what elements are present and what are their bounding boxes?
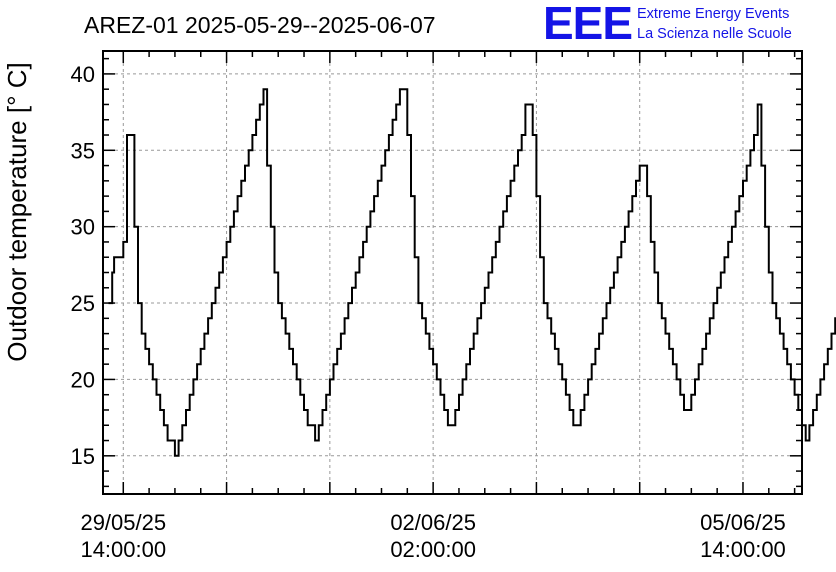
grid <box>103 51 802 494</box>
y-axis-label: Outdoor temperature [° C] <box>2 62 32 361</box>
x-tick-time-label: 02:00:00 <box>390 537 476 562</box>
y-tick-label: 25 <box>71 291 95 316</box>
series <box>108 88 836 457</box>
temperature-series-line <box>108 88 836 457</box>
x-tick-date-label: 05/06/25 <box>700 510 786 535</box>
eee-logo: EEE Extreme Energy Events La Scienza nel… <box>543 0 792 49</box>
y-tick-label: 40 <box>71 62 95 87</box>
y-tick-label: 15 <box>71 444 95 469</box>
y-tick-label: 20 <box>71 367 95 392</box>
x-tick-date-label: 29/05/25 <box>80 510 166 535</box>
plot-frame <box>102 50 803 495</box>
tick-labels: 15202530354029/05/2514:00:0002/06/2502:0… <box>71 62 786 562</box>
x-tick-date-label: 02/06/25 <box>390 510 476 535</box>
logo-caption-line2: La Scienza nelle Scuole <box>637 26 792 42</box>
eee-logo-mark: EEE <box>543 0 632 49</box>
y-tick-label: 35 <box>71 138 95 163</box>
x-tick-time-label: 14:00:00 <box>80 537 166 562</box>
y-tick-label: 30 <box>71 215 95 240</box>
x-tick-time-label: 14:00:00 <box>700 537 786 562</box>
chart-title: AREZ-01 2025-05-29--2025-06-07 <box>84 12 436 38</box>
axis-ticks <box>103 51 802 494</box>
logo-caption-line1: Extreme Energy Events <box>637 6 789 22</box>
